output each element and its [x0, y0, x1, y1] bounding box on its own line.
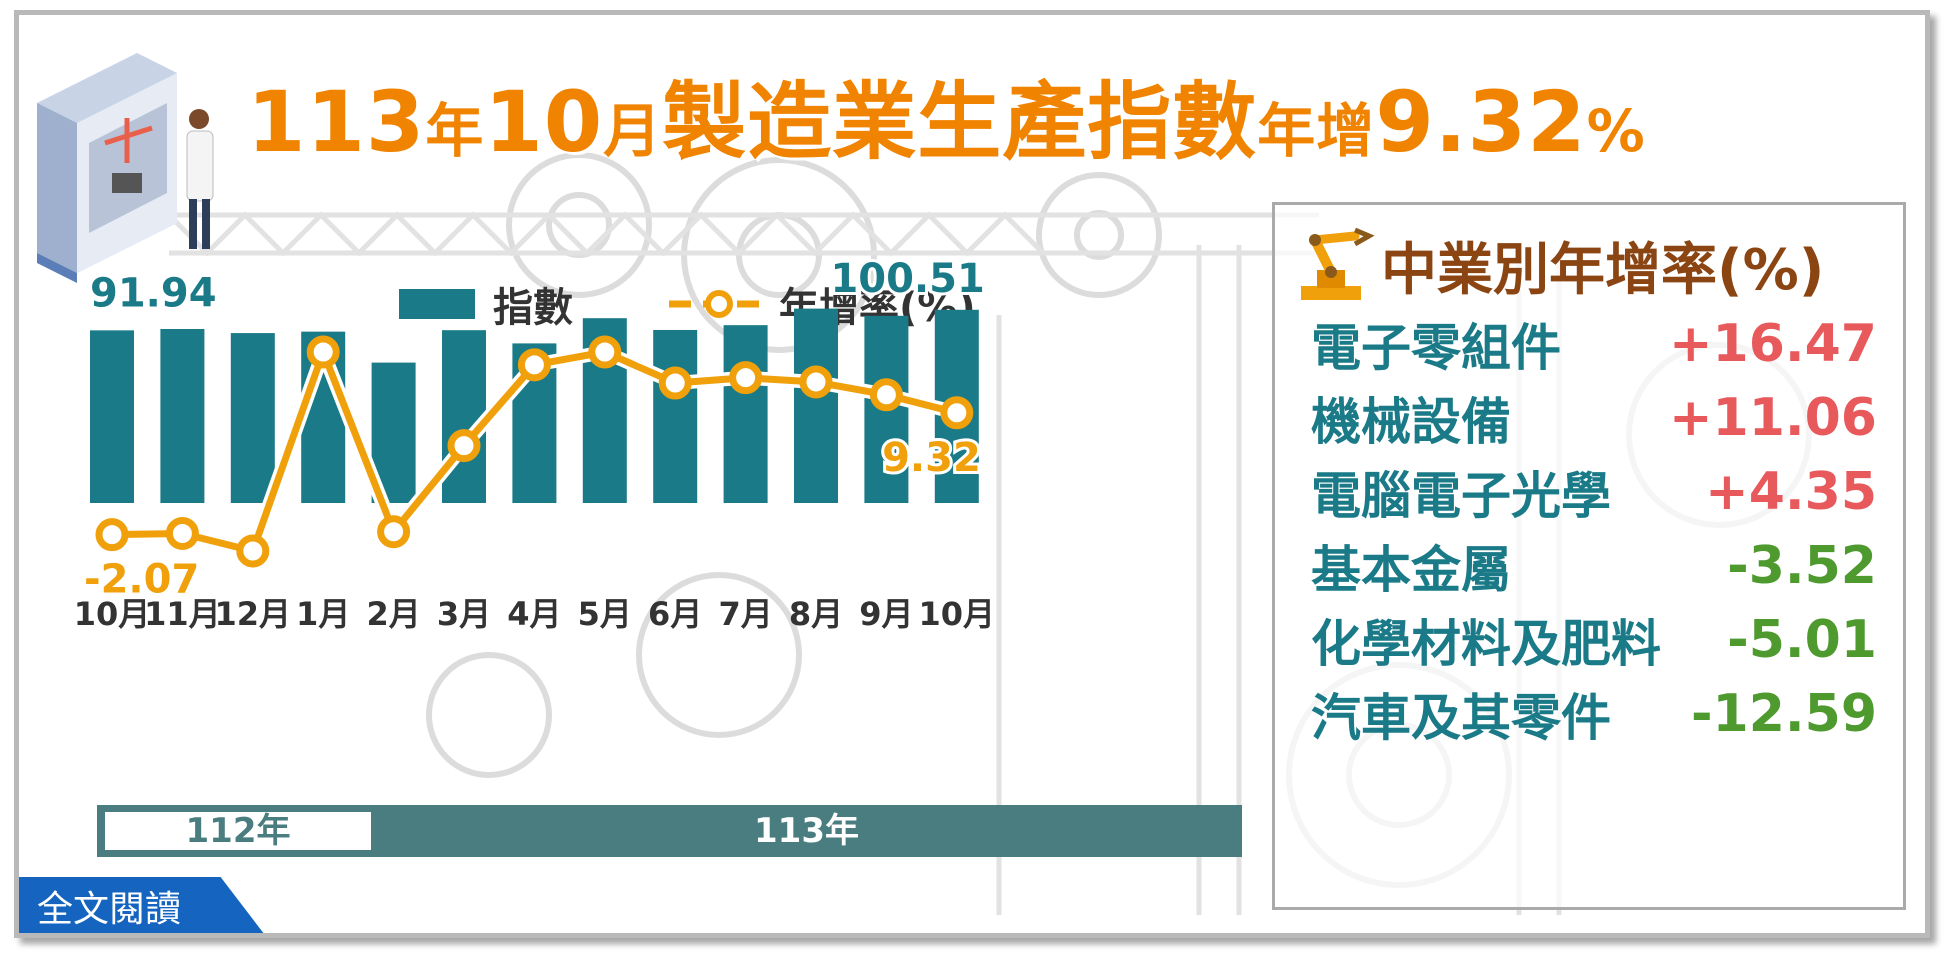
growth-point-3: [236, 534, 270, 568]
industry-name: 電腦電子光學: [1311, 467, 1611, 525]
industry-row: 電腦電子光學 +4.35: [1311, 457, 1877, 527]
robot-arm-icon: [1301, 227, 1375, 300]
growth-point-7: [517, 348, 551, 382]
bar-3: [230, 333, 275, 503]
growth-point-8: [588, 335, 622, 369]
growth-point-1: [95, 518, 129, 552]
industry-row: 化學材料及肥料 -5.01: [1311, 605, 1877, 675]
industry-name: 化學材料及肥料: [1311, 615, 1661, 673]
industry-growth-value: +11.06: [1668, 388, 1877, 448]
bar-1: [90, 330, 134, 503]
line-data-label-last: 9.32: [882, 435, 981, 481]
bar-11: [794, 308, 838, 503]
industry-name: 基本金屬: [1311, 541, 1511, 599]
industry-name: 機械設備: [1311, 393, 1511, 451]
growth-point-6: [447, 429, 481, 463]
infographic-frame: 113年10月製造業生產指數年增9.32% 指數 年增率(%) 10月 11月 12…: [14, 10, 1930, 938]
x-tick-label: 10月: [919, 595, 996, 633]
industry-growth-value: -12.59: [1690, 684, 1877, 744]
industry-panel-header: 中業別年增率(%): [1295, 225, 1824, 306]
machine-engineer-illustration: [37, 53, 214, 283]
industry-growth-value: -5.01: [1727, 610, 1877, 670]
x-tick-label: 5月: [578, 595, 632, 633]
industry-growth-value: +16.47: [1668, 314, 1877, 374]
year-112-label: 112年: [105, 812, 371, 850]
year-113-label: 113年: [754, 811, 859, 851]
x-tick-label: 12月: [215, 595, 292, 633]
legend-line-swatch: [669, 290, 769, 318]
bar-6: [442, 330, 486, 503]
industry-panel-title: 中業別年增率(%): [1381, 238, 1825, 303]
growth-point-10: [729, 361, 763, 395]
bar-9: [653, 329, 698, 503]
year-band: 112年 113年: [97, 805, 1242, 857]
industry-row: 機械設備 +11.06: [1311, 383, 1877, 453]
x-tick-label: 1月: [296, 595, 350, 633]
x-tick-label: 7月: [718, 595, 772, 633]
growth-point-11: [799, 365, 833, 399]
industry-row: 電子零組件 +16.47: [1311, 309, 1877, 379]
page-title: 113年10月製造業生產指數年增9.32%: [247, 73, 1646, 171]
growth-point-9: [658, 366, 692, 400]
bar-data-label-first: 91.94: [90, 270, 217, 316]
growth-point-5: [377, 515, 411, 549]
x-tick-label: 6月: [648, 595, 702, 633]
x-tick-label: 10月: [74, 595, 151, 633]
legend-bar-item: 指數: [399, 275, 573, 333]
industry-growth-panel: 中業別年增率(%) 電子零組件 +16.47 機械設備 +11.06 電腦電子光學 +4.…: [1272, 202, 1906, 910]
growth-point-2: [165, 516, 199, 550]
bar-10: [723, 325, 768, 503]
x-tick-label: 9月: [859, 595, 913, 633]
legend-bar-label: 指數: [493, 285, 573, 331]
x-tick-label: 4月: [507, 595, 561, 633]
industry-growth-value: +4.35: [1705, 462, 1877, 522]
growth-point-12: [869, 378, 903, 412]
x-tick-label: 3月: [437, 595, 491, 633]
bar-2: [160, 329, 205, 503]
growth-point-13: [940, 396, 974, 430]
industry-name: 電子零組件: [1311, 319, 1561, 377]
line-data-label-first: -2.07: [84, 557, 199, 603]
industry-growth-value: -3.52: [1727, 536, 1877, 596]
industry-name: 汽車及其零件: [1311, 689, 1611, 747]
x-tick-label: 11月: [144, 595, 221, 633]
bar-data-label-last: 100.51: [830, 256, 984, 302]
growth-point-4: [306, 335, 340, 369]
legend-bar-swatch: [399, 289, 475, 319]
x-tick-label: 2月: [366, 595, 420, 633]
x-tick-label: 8月: [789, 595, 843, 633]
industry-row: 基本金屬 -3.52: [1311, 531, 1877, 601]
industry-row: 汽車及其零件 -12.59: [1311, 679, 1877, 749]
